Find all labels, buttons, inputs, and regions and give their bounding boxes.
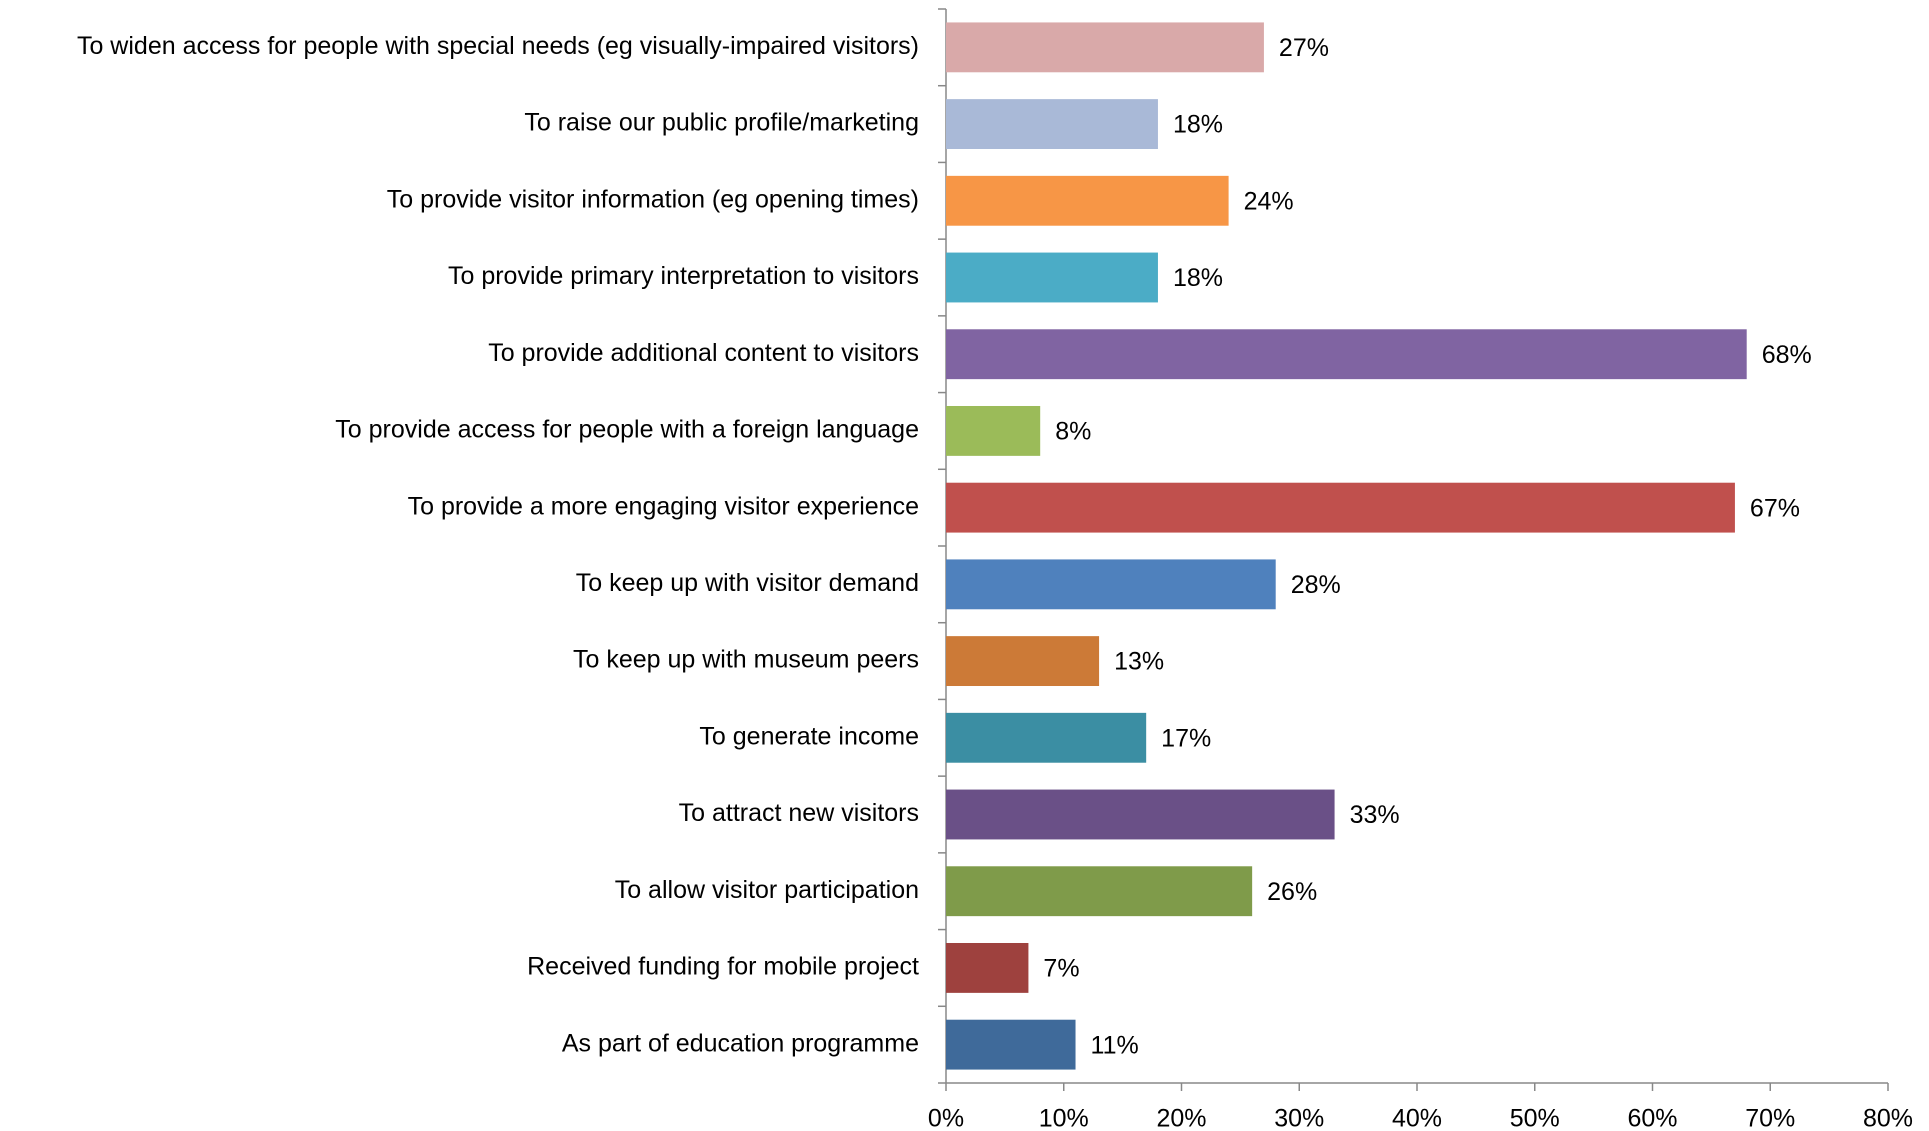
value-label: 26% <box>1267 878 1317 906</box>
x-tick-label: 40% <box>1392 1105 1442 1131</box>
value-label: 13% <box>1114 648 1164 676</box>
value-label: 18% <box>1173 264 1223 292</box>
value-label: 7% <box>1043 955 1079 983</box>
bar <box>946 1019 1076 1070</box>
y-tick-label: To provide primary interpretation to vis… <box>448 262 919 290</box>
bar <box>946 99 1158 150</box>
bar <box>946 482 1735 533</box>
y-tick-label: As part of education programme <box>562 1029 919 1057</box>
x-tick-label: 0% <box>928 1105 964 1131</box>
y-tick-label: To provide additional content to visitor… <box>488 339 919 367</box>
value-label: 18% <box>1173 111 1223 139</box>
value-label: 67% <box>1750 494 1800 522</box>
bar <box>946 559 1276 610</box>
value-label: 24% <box>1244 187 1294 215</box>
bar <box>946 175 1229 226</box>
y-tick-label: To allow visitor participation <box>615 876 919 904</box>
bar <box>946 866 1253 917</box>
value-label: 27% <box>1279 34 1329 62</box>
value-label: 33% <box>1350 801 1400 829</box>
bar <box>946 789 1335 840</box>
value-label: 17% <box>1161 724 1211 752</box>
y-tick-label: To generate income <box>699 722 919 750</box>
y-tick-label: To provide access for people with a fore… <box>335 416 919 444</box>
y-tick-label: To raise our public profile/marketing <box>524 109 919 137</box>
x-tick-label: 50% <box>1510 1105 1560 1131</box>
x-tick-label: 20% <box>1156 1105 1206 1131</box>
x-tick-label: 30% <box>1274 1105 1324 1131</box>
bar <box>946 636 1100 687</box>
bar <box>946 942 1029 993</box>
value-label: 11% <box>1091 1031 1139 1059</box>
y-tick-label: To provide a more engaging visitor exper… <box>408 492 919 520</box>
value-label: 68% <box>1762 341 1812 369</box>
x-tick-label: 10% <box>1039 1105 1089 1131</box>
bar <box>946 22 1264 73</box>
bar <box>946 405 1041 456</box>
value-label: 28% <box>1291 571 1341 599</box>
y-tick-label: Received funding for mobile project <box>527 953 919 981</box>
y-tick-label: To keep up with visitor demand <box>576 569 919 597</box>
x-tick-label: 70% <box>1745 1105 1795 1131</box>
y-tick-label: To keep up with museum peers <box>573 646 919 674</box>
bar <box>946 252 1158 303</box>
bar <box>946 712 1147 763</box>
value-label: 8% <box>1055 418 1091 446</box>
y-tick-label: To provide visitor information (eg openi… <box>387 185 919 213</box>
x-tick-label: 60% <box>1627 1105 1677 1131</box>
y-tick-label: To attract new visitors <box>679 799 919 827</box>
y-tick-label: To widen access for people with special … <box>77 32 919 60</box>
bar <box>946 329 1747 380</box>
x-tick-label: 80% <box>1863 1105 1913 1131</box>
